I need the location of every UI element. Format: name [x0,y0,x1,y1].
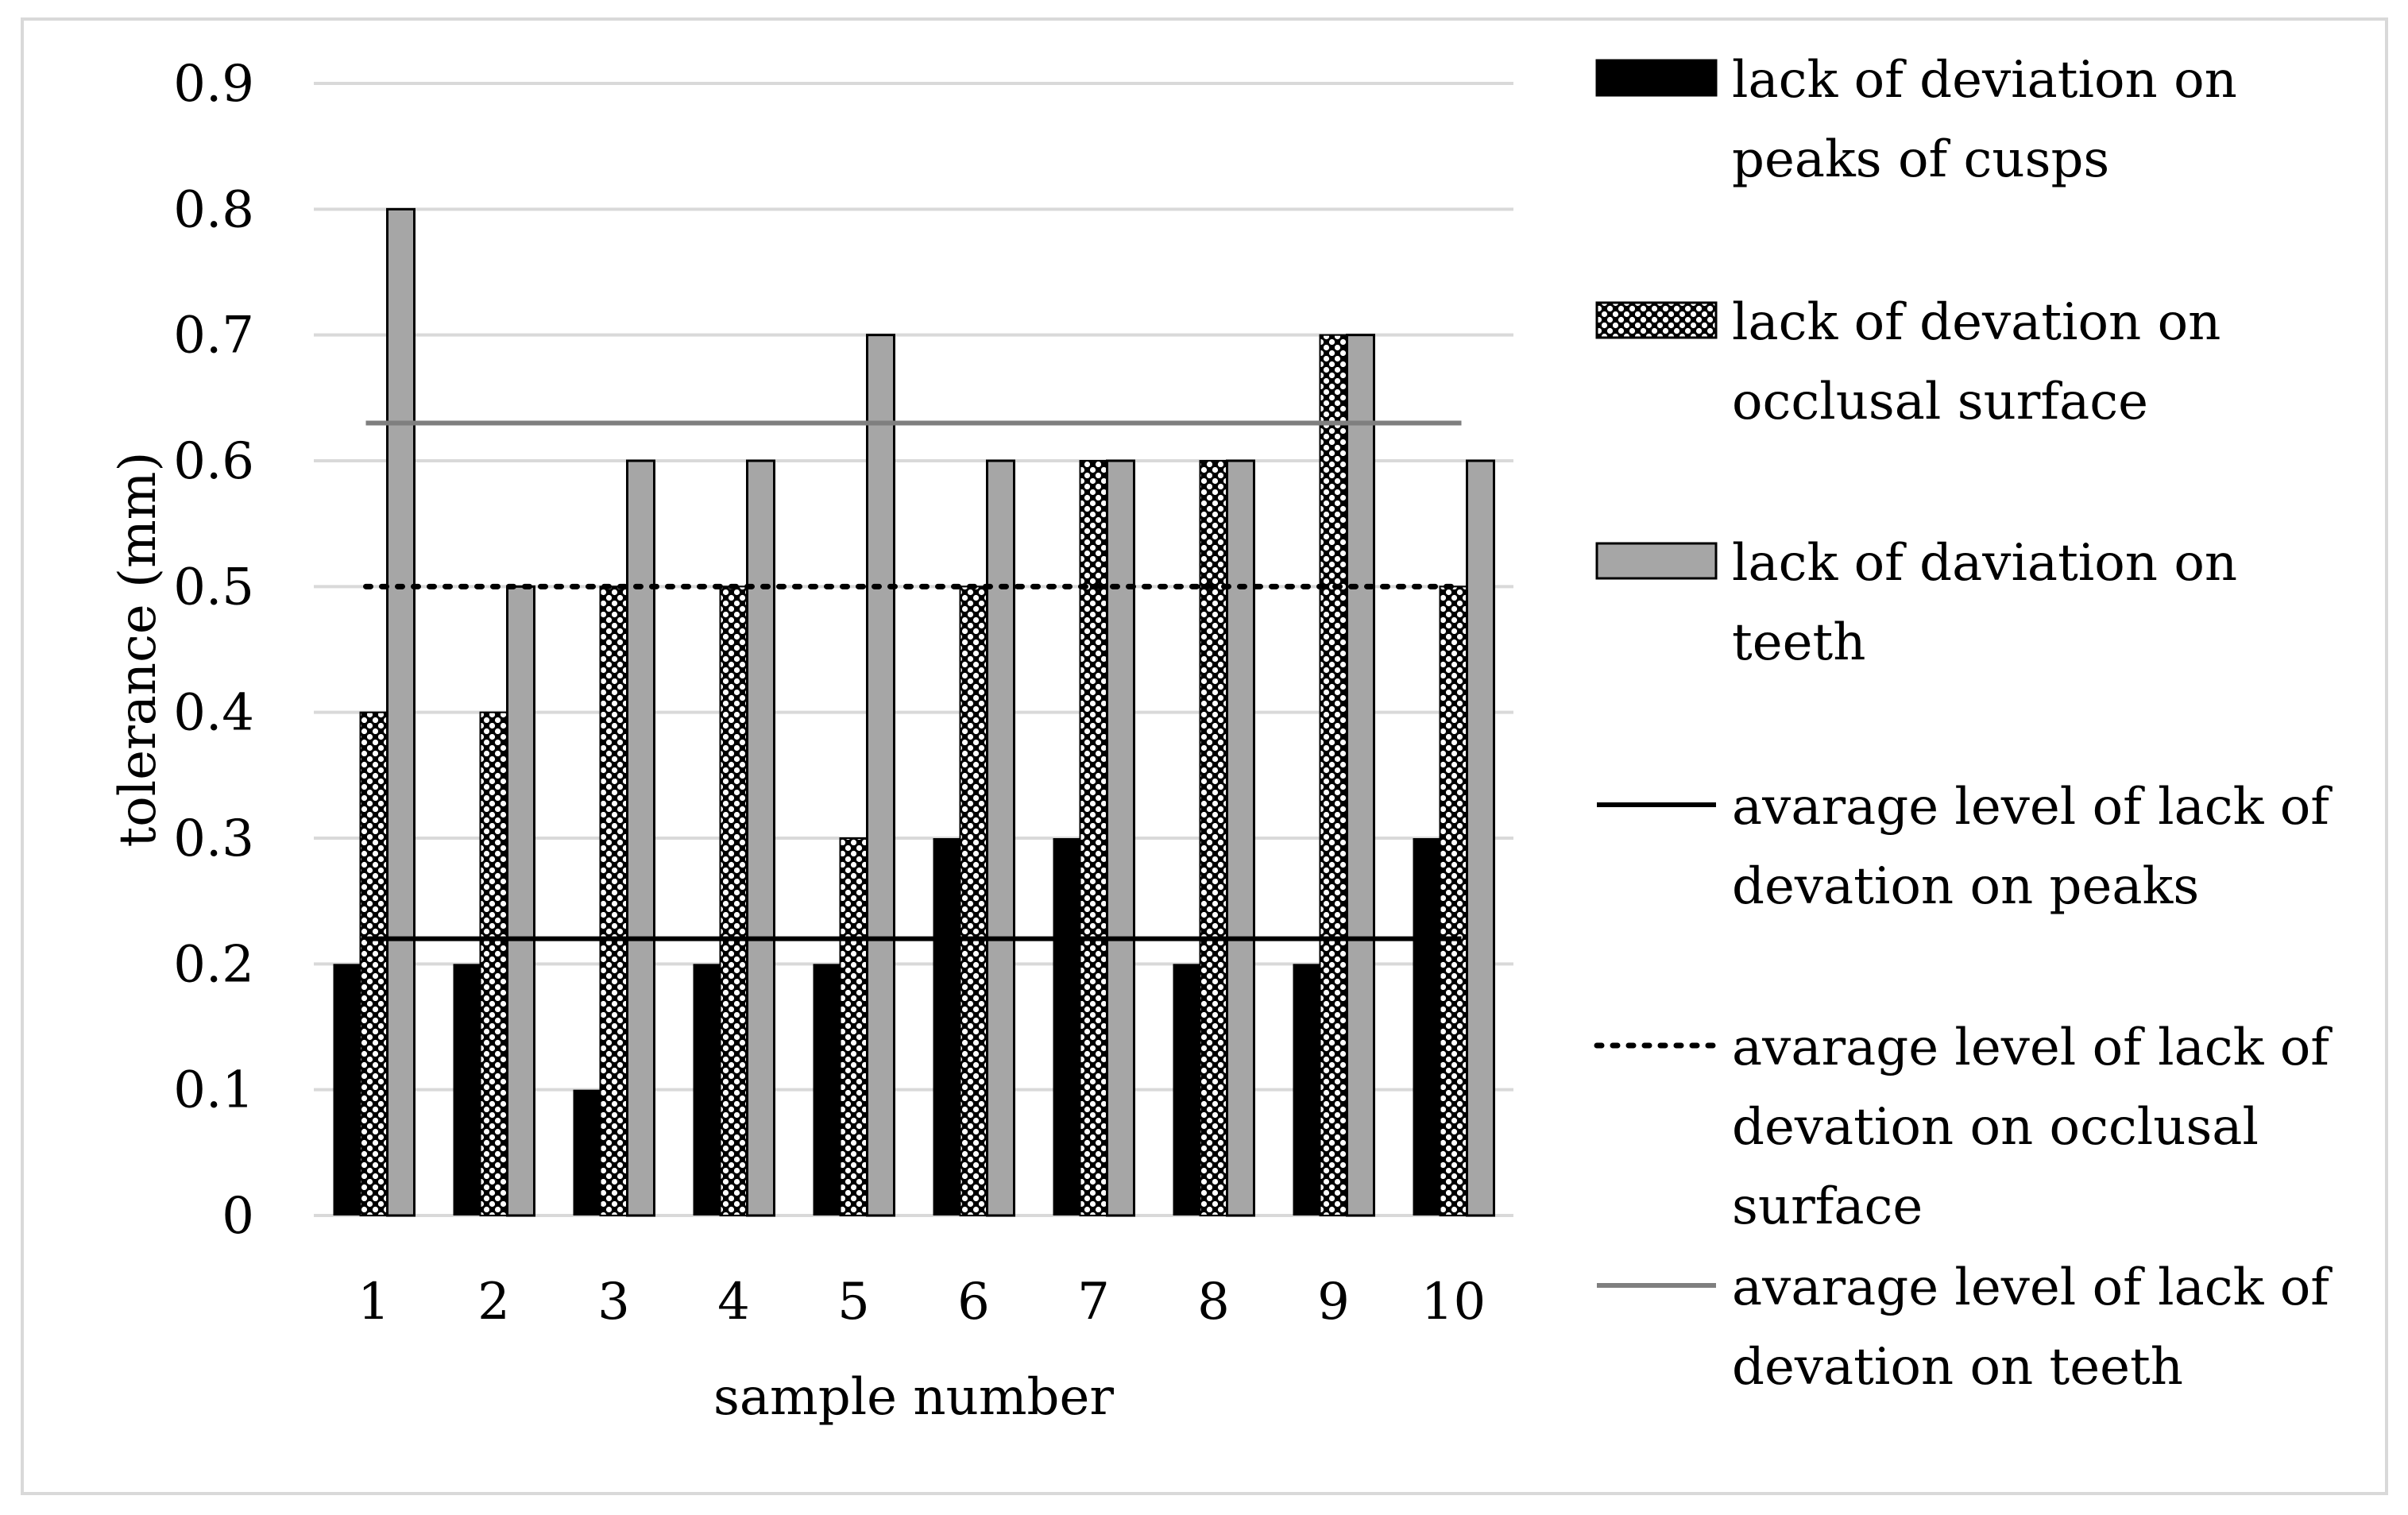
bar-3-sample-7 [1106,459,1135,1217]
bar-2-sample-3 [599,586,628,1216]
bar-1-sample-3 [573,1089,601,1215]
y-axis-title: tolerance (mm) [109,452,168,848]
bar-2-sample-6 [959,586,988,1216]
x-tick-label: 8 [1197,1273,1230,1331]
legend-label-1: peaks of cusps [1732,130,2109,189]
bar-1-sample-4 [693,964,721,1215]
bar-1-sample-2 [453,964,481,1215]
y-tick-label: 0.7 [173,307,254,365]
bar-1-sample-6 [933,838,960,1215]
bar-3-sample-6 [986,459,1015,1217]
bar-1-sample-1 [333,964,361,1215]
legend-label-6: devation on teeth [1732,1338,2183,1397]
bar-2-sample-2 [479,711,508,1216]
legend-label-5: surface [1732,1177,1923,1236]
x-tick-label: 5 [837,1273,870,1331]
y-tick-label: 0 [222,1187,254,1246]
x-tick-label: 6 [957,1273,990,1331]
legend-label-6: avarage level of lack of [1732,1258,2333,1317]
x-tick-label: 7 [1077,1273,1110,1331]
bar-3-sample-3 [626,459,655,1217]
bar-1-sample-9 [1293,964,1320,1215]
y-tick-label: 0.4 [173,684,254,743]
y-tick-label: 0.2 [173,935,254,994]
bar-3-sample-8 [1226,459,1255,1217]
legend-label-5: devation on occlusal [1732,1098,2259,1157]
x-tick-label: 1 [358,1273,390,1331]
x-axis-ticks: 1 2 3 4 5 6 7 8 9 10 [358,1273,1486,1331]
bar-2-sample-4 [719,586,748,1216]
x-tick-label: 2 [477,1273,510,1331]
legend-label-4: avarage level of lack of [1732,778,2333,837]
y-tick-label: 0.6 [173,432,254,491]
y-axis-ticks: 0 0.1 0.2 0.3 0.4 0.5 0.6 0.7 0.8 0.9 [173,55,254,1246]
bar-3-sample-1 [386,207,416,1217]
bar-2-sample-8 [1199,460,1228,1216]
legend-swatch-2 [1595,301,1718,339]
bar-1-sample-7 [1053,838,1080,1215]
x-axis-title: sample number [713,1368,1114,1427]
y-tick-label: 0.8 [173,180,254,239]
legend-label-3: teeth [1732,613,1865,672]
legend-swatch-3 [1595,542,1718,580]
x-tick-label: 4 [717,1273,750,1331]
bar-1-sample-8 [1173,964,1200,1215]
legend-label-5: avarage level of lack of [1732,1018,2333,1077]
y-tick-label: 0.1 [173,1061,254,1120]
bar-1-sample-5 [813,964,841,1215]
bars [333,207,1495,1217]
bar-2-sample-5 [839,837,868,1216]
average-lines [363,420,1464,941]
bar-2-sample-1 [359,711,388,1216]
bar-2-sample-9 [1319,334,1348,1217]
y-tick-label: 0.3 [173,810,254,868]
legend-swatch-1 [1595,59,1718,97]
x-tick-label: 3 [597,1273,630,1331]
y-tick-label: 0.5 [173,558,254,616]
bar-3-sample-10 [1466,459,1495,1217]
bar-2-sample-7 [1079,460,1108,1216]
legend: lack of deviation on peaks of cusps lack o… [1594,51,2333,1397]
bar-3-sample-2 [506,585,535,1217]
legend-label-2: occlusal surface [1732,373,2148,431]
bar-3-sample-4 [746,459,775,1217]
bar-3-sample-5 [866,334,895,1217]
bar-2-sample-10 [1439,586,1468,1216]
legend-label-3: lack of daviation on [1732,534,2237,593]
bar-3-sample-9 [1346,334,1375,1217]
legend-label-2: lack of devation on [1732,293,2221,352]
y-tick-label: 0.9 [173,55,254,114]
legend-label-4: devation on peaks [1732,857,2199,916]
x-tick-label: 9 [1317,1273,1350,1331]
legend-label-1: lack of deviation on [1732,51,2237,110]
bar-1-sample-10 [1413,838,1440,1215]
x-tick-label: 10 [1421,1273,1486,1331]
